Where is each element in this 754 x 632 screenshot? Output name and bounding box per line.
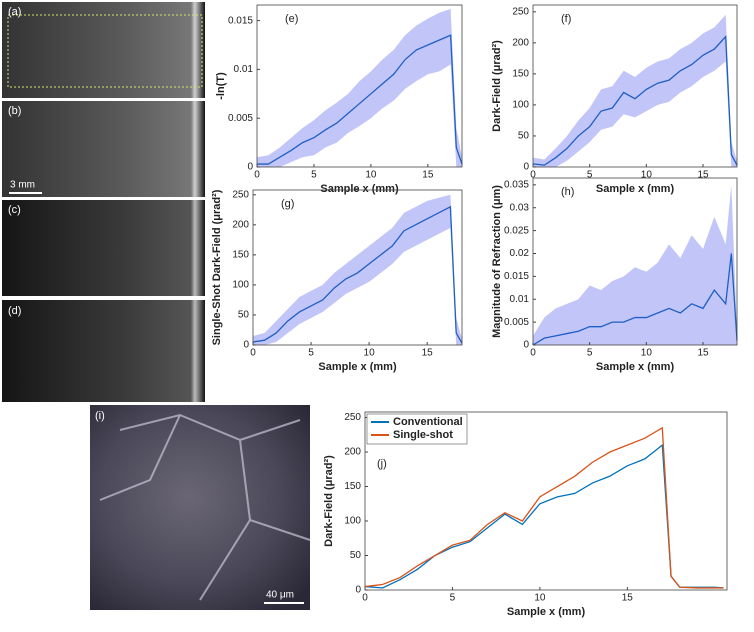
- y-tick-label: 50: [350, 550, 362, 561]
- y-tick-label: 150: [232, 250, 249, 261]
- y-axis-label: Dark-Field (μrad²): [491, 40, 503, 132]
- y-tick-label: 0.03: [510, 202, 530, 213]
- y-tick-label: 200: [344, 447, 361, 458]
- y-tick-label: 0.015: [228, 15, 253, 26]
- y-axis-label: Single-Shot Dark-Field (μrad²): [211, 189, 223, 345]
- y-tick-label: 250: [512, 6, 529, 17]
- x-tick-label: 0: [250, 348, 256, 359]
- panel-label: (g): [281, 198, 294, 210]
- x-tick-label: 0: [530, 170, 536, 181]
- x-tick-label: 5: [587, 348, 593, 359]
- x-tick-label: 5: [587, 170, 593, 181]
- x-tick-label: 0: [254, 170, 260, 181]
- x-tick-label: 15: [697, 170, 709, 181]
- x-axis-label: Sample x (mm): [320, 183, 399, 195]
- y-axis-label: Magnitude of Refraction (μm): [491, 185, 503, 338]
- y-tick-label: 0.015: [504, 271, 529, 282]
- y-tick-label: 50: [238, 310, 250, 321]
- data-line: [532, 253, 738, 346]
- y-tick-label: 100: [344, 516, 361, 527]
- axes-box: [532, 4, 738, 168]
- y-tick-label: 0.005: [228, 113, 253, 124]
- y-tick-label: 100: [512, 100, 529, 111]
- axes-box: [364, 411, 728, 591]
- data-line: [364, 443, 724, 589]
- error-band: [257, 8, 462, 168]
- y-tick-label: 50: [518, 131, 530, 142]
- x-tick-label: 10: [365, 170, 377, 181]
- scale-bar-label: 40 μm: [266, 590, 294, 601]
- y-tick-label: 150: [512, 69, 529, 80]
- x-axis-label: Sample x (mm): [507, 606, 586, 618]
- panel-label: (f): [561, 13, 571, 25]
- x-axis-label: Sample x (mm): [596, 361, 675, 373]
- y-tick-label: 250: [232, 189, 249, 200]
- axes-box: [256, 4, 463, 168]
- y-tick-label: 0.01: [510, 294, 530, 305]
- scale-bar-label: 3 mm: [10, 180, 35, 191]
- x-tick-label: 15: [422, 170, 434, 181]
- x-axis-label: Sample x (mm): [318, 361, 397, 373]
- error-band: [533, 14, 737, 168]
- legend-label: Conventional: [393, 416, 463, 428]
- image-panels: (a) (b) 3 mm (c) (d) (i) 40 μm: [2, 2, 311, 610]
- y-tick-label: 0.01: [234, 64, 254, 75]
- x-tick-label: 15: [622, 593, 634, 604]
- image-a: [2, 2, 205, 98]
- y-tick-label: 0.02: [510, 248, 530, 259]
- panel-label: (e): [285, 13, 298, 25]
- x-tick-label: 0: [362, 593, 368, 604]
- x-tick-label: 15: [422, 348, 434, 359]
- y-tick-label: 0.035: [504, 180, 529, 191]
- y-axis-label: Dark-Field (μrad²): [323, 455, 335, 547]
- panel-label: (c): [8, 204, 21, 216]
- y-tick-label: 0: [243, 340, 249, 351]
- error-band: [253, 194, 462, 345]
- legend-label: Single-shot: [393, 429, 453, 441]
- image-b: [2, 101, 205, 197]
- x-axis-label: Sample x (mm): [596, 183, 675, 195]
- legend-box: [366, 413, 468, 445]
- y-tick-label: 200: [512, 38, 529, 49]
- y-axis-label: -ln(T): [215, 72, 227, 100]
- data-line: [364, 426, 724, 589]
- y-tick-label: 0.005: [504, 317, 529, 328]
- axes-box: [532, 177, 738, 346]
- y-tick-label: 0.025: [504, 225, 529, 236]
- x-tick-label: 5: [308, 348, 314, 359]
- image-d: [2, 300, 205, 402]
- y-tick-label: 0: [523, 340, 529, 351]
- panel-label: (d): [8, 305, 21, 317]
- y-tick-label: 150: [344, 481, 361, 492]
- y-tick-label: 0: [355, 585, 361, 596]
- image-i: [90, 405, 310, 610]
- x-tick-label: 10: [641, 348, 653, 359]
- x-tick-label: 10: [641, 170, 653, 181]
- panel-label: (i): [95, 410, 105, 422]
- data-line: [532, 35, 738, 166]
- cell-walls: [99, 413, 311, 601]
- x-tick-label: 0: [530, 348, 536, 359]
- y-tick-label: 250: [344, 412, 361, 423]
- panel-label: (j): [377, 458, 387, 470]
- image-c: [2, 200, 205, 296]
- panel-label: (b): [8, 105, 21, 117]
- axes-box: [252, 189, 463, 346]
- x-tick-label: 10: [534, 593, 546, 604]
- x-tick-label: 5: [450, 593, 456, 604]
- y-tick-label: 0: [247, 162, 253, 173]
- x-tick-label: 5: [311, 170, 317, 181]
- data-line: [257, 34, 463, 165]
- x-tick-label: 10: [364, 348, 376, 359]
- data-line: [252, 205, 463, 344]
- panel-label: (h): [561, 186, 574, 198]
- error-band: [533, 184, 737, 345]
- panel-label: (a): [8, 6, 21, 18]
- y-tick-label: 200: [232, 219, 249, 230]
- y-tick-label: 0: [523, 162, 529, 173]
- x-tick-label: 15: [697, 348, 709, 359]
- roi-box: [7, 14, 203, 88]
- y-tick-label: 100: [232, 280, 249, 291]
